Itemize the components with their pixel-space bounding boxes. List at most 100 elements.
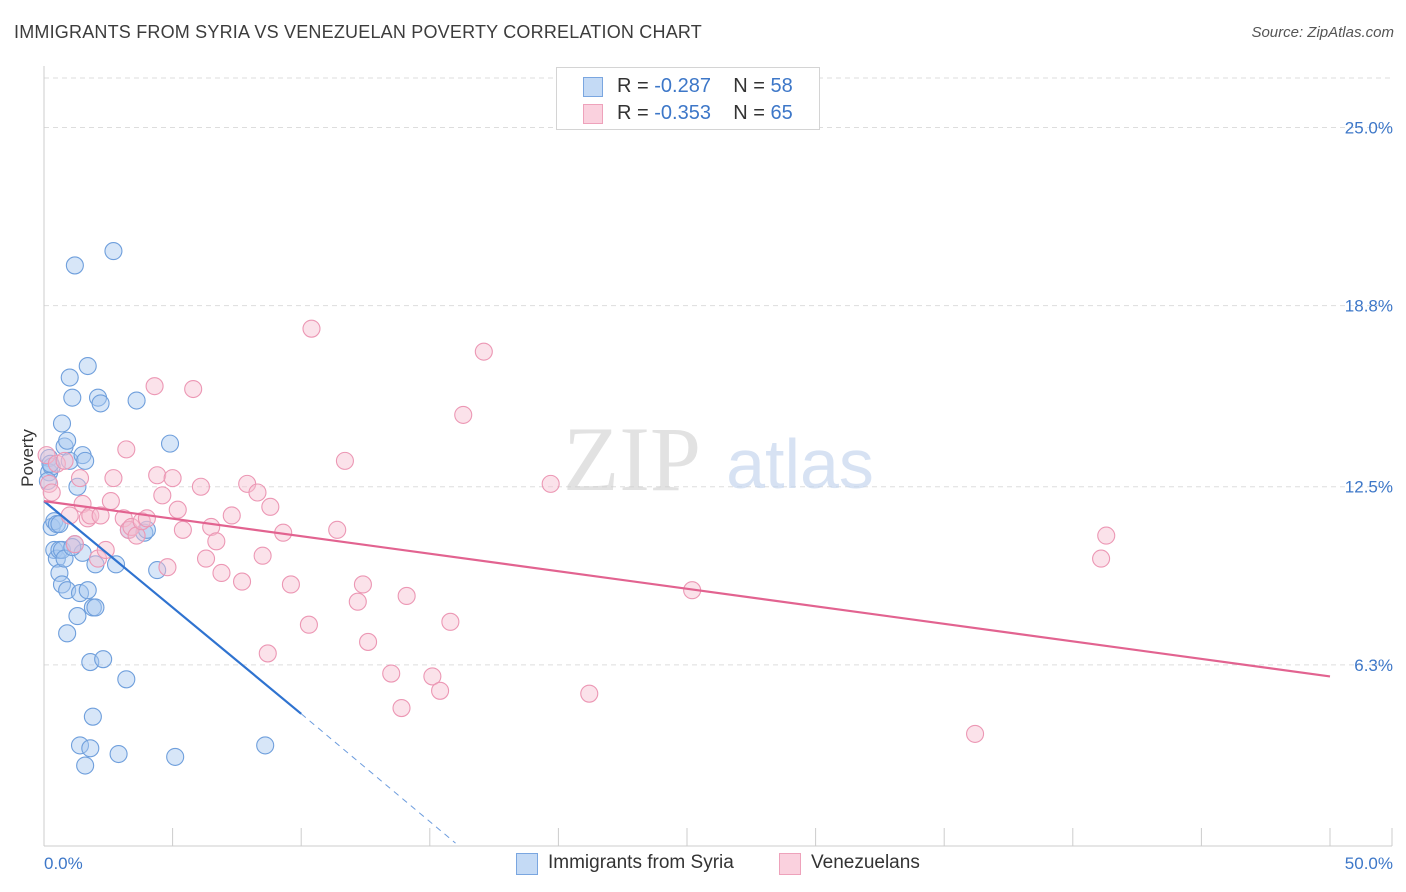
syria-point [65, 256, 84, 275]
y-tick-label: 18.8% [1345, 297, 1393, 316]
syria-point [106, 555, 126, 574]
watermark: ZIP atlas [563, 408, 874, 510]
series-venezuelans-points [37, 319, 1116, 743]
venezuelans-point [261, 497, 280, 516]
venezuelans-point [232, 572, 252, 591]
venezuelans-point [248, 483, 267, 502]
legend-text-syria: R = -0.287 N = 58 [617, 75, 793, 98]
venezuelans-point [122, 517, 141, 537]
syria-point [41, 454, 60, 473]
venezuelans-point [132, 512, 151, 531]
venezuelans-point [153, 486, 172, 505]
venezuelans-point [541, 474, 560, 493]
syria-point [52, 575, 72, 594]
axes [43, 66, 1393, 847]
venezuelans-point [359, 632, 378, 651]
legend-n-label: N = [733, 102, 771, 124]
venezuelans-point [207, 532, 226, 551]
tick-labels: 6.3% 12.5% 18.8% 25.0% 0.0% 50.0% [44, 118, 1393, 873]
watermark-atlas: atlas [726, 425, 874, 503]
syria-point [78, 581, 97, 600]
legend-swatch-pink [583, 104, 603, 124]
venezuelans-point [96, 540, 115, 560]
syria-point [52, 414, 72, 433]
venezuelans-point [117, 440, 136, 459]
venezuelans-point [163, 469, 182, 488]
legend-n-label: N = [733, 75, 771, 97]
venezuelans-point [392, 698, 411, 718]
legend-text-venezuelans: R = -0.353 N = 65 [617, 102, 793, 125]
bottom-legend-label-venezuelans: Venezuelans [811, 852, 920, 873]
venezuelans-point [42, 483, 61, 502]
legend-r-label: R = [617, 75, 655, 97]
syria-point [86, 598, 105, 617]
trend-line-syria-extension [300, 713, 456, 844]
trend-lines [43, 500, 1331, 844]
venezuelans-point [431, 681, 450, 700]
venezuelans-point [191, 477, 210, 496]
trend-line-syria [43, 500, 302, 715]
legend-swatch-blue [583, 77, 603, 97]
syria-point [50, 563, 69, 583]
legend-n-value: 58 [770, 75, 793, 97]
syria-point [63, 538, 82, 557]
venezuelans-point [397, 586, 416, 606]
venezuelans-point [104, 469, 123, 488]
legend-n-value: 65 [770, 102, 793, 124]
syria-point [63, 388, 82, 407]
x-tick-label-min: 0.0% [44, 854, 83, 873]
syria-point [58, 624, 77, 643]
y-tick-label: 25.0% [1345, 118, 1393, 137]
syria-point [91, 394, 110, 413]
syria-point [109, 744, 128, 764]
venezuelans-point [196, 549, 216, 568]
venezuelans-point [127, 526, 146, 545]
correlation-legend: R = -0.287 N = 58 R = -0.353 N = 65 [556, 67, 820, 130]
venezuelans-point [253, 546, 272, 565]
venezuelans-point [70, 469, 90, 488]
venezuelans-point [148, 466, 167, 485]
syria-point [148, 561, 167, 580]
syria-point [78, 356, 97, 376]
legend-r-label: R = [617, 102, 655, 124]
source-label: Source: ZipAtlas.com [1251, 24, 1394, 41]
venezuelans-point [335, 451, 354, 470]
venezuelans-point [299, 615, 318, 634]
syria-point [256, 736, 275, 755]
bottom-legend-swatch-blue [516, 853, 538, 875]
syria-point [81, 739, 100, 758]
syria-point [76, 451, 95, 470]
venezuelans-point [474, 342, 493, 361]
y-axis-label: Poverty [18, 429, 37, 487]
venezuelans-point [966, 724, 985, 743]
venezuelans-point [173, 520, 192, 539]
venezuelans-point [212, 563, 231, 583]
venezuelans-point [55, 451, 74, 470]
syria-point [104, 242, 123, 261]
syria-point [68, 607, 87, 626]
venezuelans-point [91, 506, 110, 525]
syria-point [58, 431, 77, 450]
legend-r-value: -0.287 [654, 75, 711, 97]
venezuelans-point [158, 558, 177, 577]
venezuelans-point [65, 535, 84, 554]
venezuelans-point [1092, 549, 1111, 568]
venezuelans-point [441, 612, 460, 631]
syria-point [160, 434, 180, 453]
venezuelans-point [353, 575, 372, 594]
venezuelans-point [145, 377, 164, 396]
venezuelans-point [281, 575, 300, 594]
venezuelans-point [137, 509, 156, 528]
series-syria-points [38, 242, 275, 775]
x-tick-label-max: 50.0% [1345, 854, 1393, 873]
bottom-legend-label-syria: Immigrants from Syria [548, 852, 734, 873]
venezuelans-point [184, 379, 203, 399]
syria-point [60, 368, 79, 387]
venezuelans-point [222, 506, 241, 525]
syria-point [94, 650, 113, 669]
syria-point [166, 747, 185, 766]
chart-title: IMMIGRANTS FROM SYRIA VS VENEZUELAN POVE… [14, 22, 702, 42]
venezuelans-point [382, 664, 401, 683]
syria-point [70, 736, 90, 755]
